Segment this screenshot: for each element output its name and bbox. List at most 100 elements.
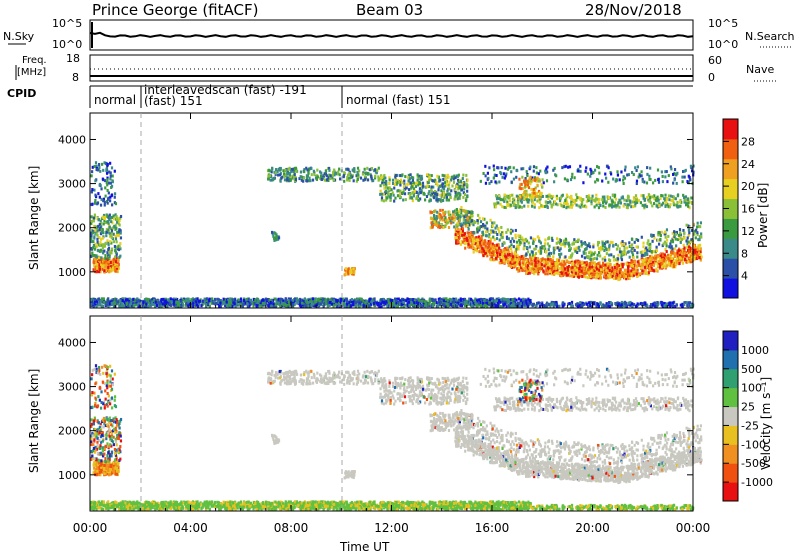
power-cell <box>490 258 493 262</box>
power-cell <box>158 304 161 308</box>
power-cell <box>587 301 591 305</box>
power-cell <box>96 260 100 264</box>
power-cell <box>444 225 447 229</box>
power-cell <box>291 167 294 171</box>
power-cell <box>108 218 111 222</box>
power-cell <box>665 302 669 306</box>
power-cell <box>438 184 441 188</box>
power-cell <box>460 188 464 192</box>
power-cell <box>448 300 451 304</box>
power-cell <box>91 165 94 169</box>
power-cell <box>107 256 110 260</box>
power-cell <box>514 233 517 237</box>
power-cell <box>364 304 367 308</box>
power-cell <box>587 305 590 309</box>
power-cell <box>455 193 458 197</box>
power-cell <box>628 255 631 259</box>
power-cell <box>347 177 351 181</box>
power-cell <box>528 245 531 249</box>
power-cell <box>93 164 96 168</box>
power-cell <box>333 170 336 174</box>
power-cell <box>232 300 235 304</box>
power-cell <box>386 304 389 308</box>
power-cell <box>298 298 301 302</box>
power-cell <box>110 220 113 224</box>
power-cell <box>233 298 236 302</box>
power-cell <box>593 256 596 260</box>
power-cell <box>523 300 526 304</box>
power-cell <box>544 250 548 254</box>
power-cell <box>444 297 448 301</box>
power-cell <box>93 301 96 305</box>
power-cell <box>208 304 211 308</box>
power-cell <box>449 303 452 307</box>
power-cell <box>331 173 334 177</box>
power-cell <box>328 303 331 307</box>
power-cell <box>259 301 263 305</box>
power-cell <box>492 301 495 305</box>
power-cell <box>518 301 521 305</box>
power-cell <box>100 162 104 166</box>
power-cell <box>137 298 140 302</box>
power-cell <box>334 298 337 302</box>
power-cell <box>373 297 376 301</box>
power-cell <box>347 267 350 271</box>
power-cell <box>422 192 425 196</box>
power-cell <box>184 303 187 307</box>
power-cell <box>344 302 348 306</box>
power-cell <box>435 216 439 220</box>
power-cell <box>305 176 308 180</box>
power-cell <box>515 267 519 271</box>
power-cell <box>313 304 316 308</box>
power-cell <box>107 304 110 308</box>
power-cell <box>446 173 449 177</box>
power-cell <box>483 299 486 303</box>
power-cell <box>403 192 407 196</box>
power-cell <box>452 304 455 308</box>
power-cell <box>599 265 602 269</box>
power-cell <box>558 255 561 259</box>
power-cell <box>112 232 115 236</box>
power-cell <box>519 302 523 306</box>
power-cell <box>486 227 489 231</box>
power-cell <box>293 302 296 306</box>
power-cell <box>448 180 451 184</box>
power-cell <box>191 297 195 301</box>
power-cell <box>549 265 552 269</box>
power-cell <box>277 173 280 177</box>
power-cell <box>100 264 104 268</box>
power-cell <box>544 238 547 242</box>
power-cell <box>433 220 436 224</box>
power-cell <box>604 263 607 267</box>
power-cell <box>621 252 624 256</box>
power-cell <box>516 301 520 305</box>
power-cell <box>162 297 165 301</box>
power-cell <box>207 303 210 307</box>
power-cell <box>325 302 328 306</box>
power-cell <box>639 302 642 306</box>
power-cell <box>521 236 524 240</box>
power-cell <box>211 297 214 301</box>
power-cell <box>327 301 330 305</box>
power-cell <box>347 168 350 172</box>
power-cell <box>115 245 118 249</box>
power-cell <box>564 242 567 246</box>
power-cell <box>381 179 384 183</box>
power-cell <box>352 179 355 183</box>
power-cell <box>335 304 338 308</box>
power-cell <box>459 242 463 246</box>
power-cell <box>390 298 394 302</box>
power-cell <box>527 300 530 304</box>
power-cell <box>134 303 137 307</box>
power-cell <box>465 182 468 186</box>
power-cell <box>416 305 419 309</box>
power-cell <box>591 273 594 277</box>
power-cell <box>516 260 519 264</box>
power-cell <box>385 300 388 304</box>
power-cell <box>442 299 445 303</box>
power-cell <box>578 304 581 308</box>
power-cell <box>592 302 595 306</box>
power-cell <box>495 237 499 241</box>
power-cell <box>626 246 629 250</box>
power-cell <box>497 297 500 301</box>
